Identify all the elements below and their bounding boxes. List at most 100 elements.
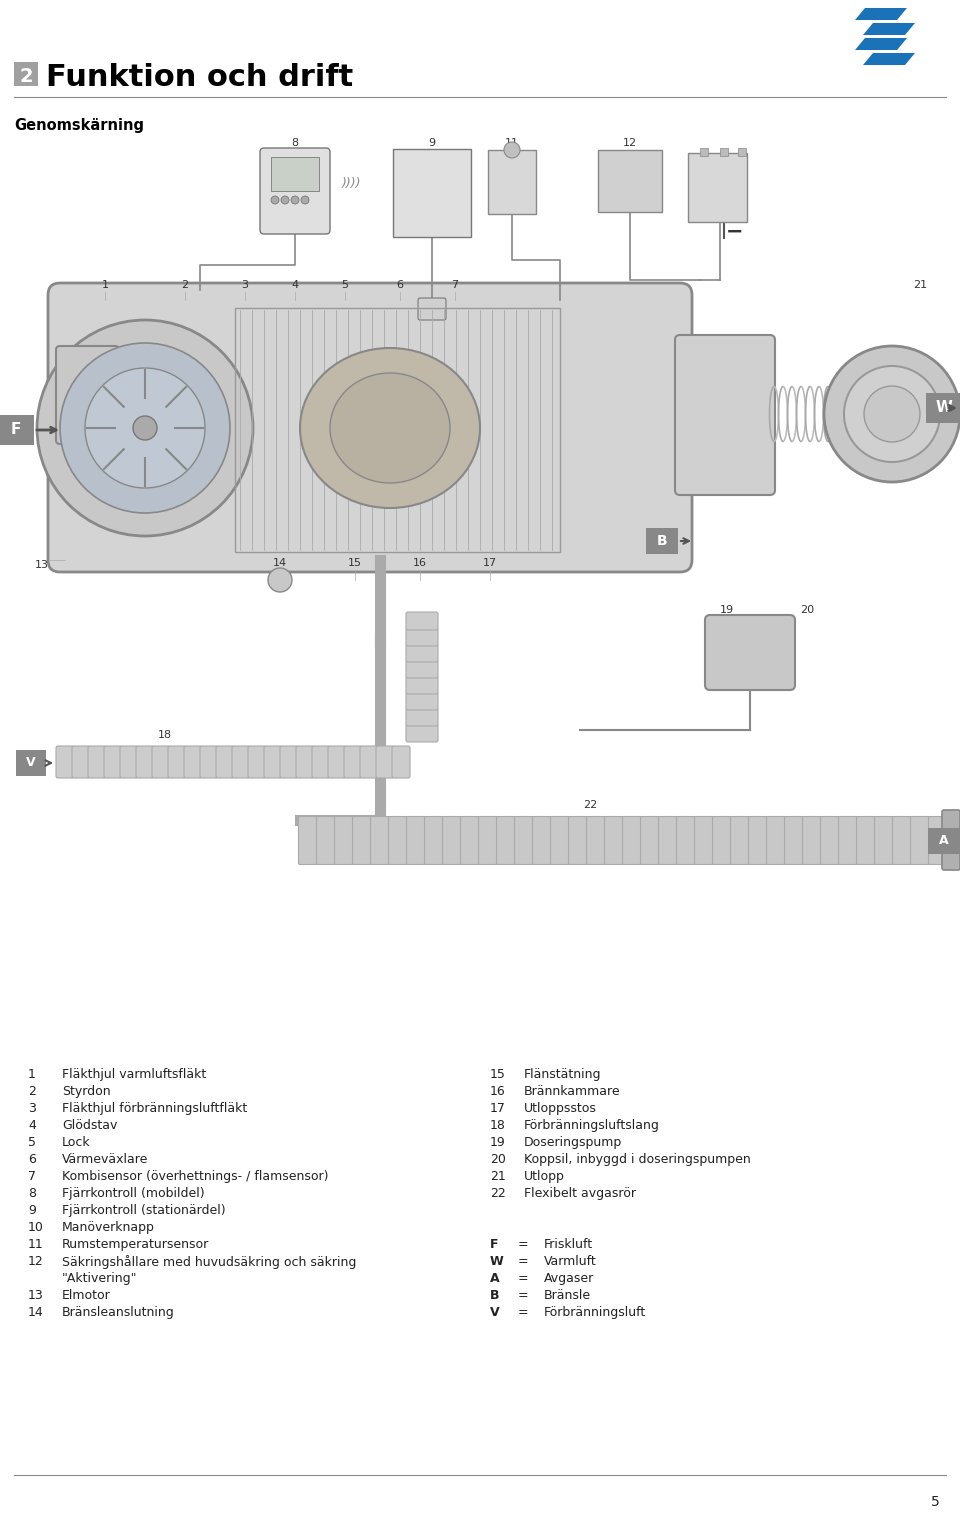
Text: Bränsle: Bränsle xyxy=(544,1288,591,1302)
FancyBboxPatch shape xyxy=(260,148,330,235)
FancyBboxPatch shape xyxy=(406,816,425,864)
Text: 11: 11 xyxy=(505,138,519,148)
FancyBboxPatch shape xyxy=(694,816,713,864)
Text: Elmotor: Elmotor xyxy=(62,1288,110,1302)
FancyBboxPatch shape xyxy=(406,724,438,742)
Polygon shape xyxy=(855,8,907,20)
Text: 15: 15 xyxy=(348,559,362,568)
FancyBboxPatch shape xyxy=(389,816,407,864)
Text: W: W xyxy=(490,1255,504,1269)
Text: Förbränningsluftslang: Förbränningsluftslang xyxy=(524,1119,660,1132)
Text: 13: 13 xyxy=(35,560,49,569)
Text: Förbränningsluft: Förbränningsluft xyxy=(544,1307,646,1319)
FancyBboxPatch shape xyxy=(605,816,623,864)
Text: Manöverknapp: Manöverknapp xyxy=(62,1220,155,1234)
Text: Fjärrkontroll (mobildel): Fjärrkontroll (mobildel) xyxy=(62,1187,204,1201)
FancyBboxPatch shape xyxy=(352,816,372,864)
FancyBboxPatch shape xyxy=(700,148,708,156)
FancyBboxPatch shape xyxy=(598,150,662,212)
Text: A: A xyxy=(939,834,948,848)
Text: 9: 9 xyxy=(428,138,436,148)
Text: 12: 12 xyxy=(28,1255,44,1269)
FancyBboxPatch shape xyxy=(496,816,516,864)
FancyBboxPatch shape xyxy=(640,816,660,864)
FancyBboxPatch shape xyxy=(360,746,378,778)
FancyBboxPatch shape xyxy=(56,347,119,444)
FancyBboxPatch shape xyxy=(120,746,138,778)
FancyBboxPatch shape xyxy=(515,816,534,864)
Text: A: A xyxy=(490,1272,499,1285)
FancyBboxPatch shape xyxy=(344,746,362,778)
FancyBboxPatch shape xyxy=(875,816,894,864)
FancyBboxPatch shape xyxy=(622,816,641,864)
FancyBboxPatch shape xyxy=(838,816,857,864)
FancyBboxPatch shape xyxy=(14,62,38,86)
Text: Utlopp: Utlopp xyxy=(524,1170,564,1182)
Text: Funktion och drift: Funktion och drift xyxy=(46,64,353,92)
FancyBboxPatch shape xyxy=(926,394,960,422)
Text: +: + xyxy=(726,201,741,220)
Text: Utloppsstos: Utloppsstos xyxy=(524,1102,597,1114)
Text: 22: 22 xyxy=(583,799,597,810)
Text: Doseringspump: Doseringspump xyxy=(524,1136,622,1149)
FancyBboxPatch shape xyxy=(443,816,462,864)
Circle shape xyxy=(60,344,230,513)
FancyBboxPatch shape xyxy=(406,709,438,727)
FancyBboxPatch shape xyxy=(893,816,911,864)
FancyBboxPatch shape xyxy=(406,660,438,678)
FancyBboxPatch shape xyxy=(393,148,471,238)
Text: Brännkammare: Brännkammare xyxy=(524,1086,620,1098)
Text: −: − xyxy=(726,223,743,242)
FancyBboxPatch shape xyxy=(720,148,728,156)
Text: =: = xyxy=(518,1238,529,1251)
Circle shape xyxy=(281,195,289,204)
Text: 13: 13 xyxy=(28,1288,44,1302)
Text: Styrdon: Styrdon xyxy=(62,1086,110,1098)
Text: B: B xyxy=(657,534,667,548)
Text: )))): )))) xyxy=(342,177,362,189)
Text: 5: 5 xyxy=(28,1136,36,1149)
Circle shape xyxy=(271,195,279,204)
FancyBboxPatch shape xyxy=(856,816,876,864)
Text: 19: 19 xyxy=(720,606,734,615)
FancyBboxPatch shape xyxy=(0,130,960,1051)
FancyBboxPatch shape xyxy=(371,816,390,864)
FancyBboxPatch shape xyxy=(48,283,692,572)
Text: 6: 6 xyxy=(28,1154,36,1166)
Circle shape xyxy=(844,366,940,462)
Text: Kombisensor (överhettnings- / flamsensor): Kombisensor (överhettnings- / flamsensor… xyxy=(62,1170,328,1182)
Text: B: B xyxy=(490,1288,499,1302)
FancyBboxPatch shape xyxy=(910,816,929,864)
Ellipse shape xyxy=(300,348,480,509)
FancyBboxPatch shape xyxy=(334,816,353,864)
FancyBboxPatch shape xyxy=(688,153,747,223)
Text: 4: 4 xyxy=(292,280,299,291)
FancyBboxPatch shape xyxy=(928,828,960,854)
FancyBboxPatch shape xyxy=(418,298,446,319)
FancyBboxPatch shape xyxy=(803,816,822,864)
Circle shape xyxy=(301,195,309,204)
FancyBboxPatch shape xyxy=(264,746,282,778)
FancyBboxPatch shape xyxy=(56,746,74,778)
Text: 1: 1 xyxy=(102,280,108,291)
Text: Flexibelt avgasrör: Flexibelt avgasrör xyxy=(524,1187,636,1201)
FancyBboxPatch shape xyxy=(104,746,122,778)
FancyBboxPatch shape xyxy=(568,816,588,864)
FancyBboxPatch shape xyxy=(587,816,606,864)
FancyBboxPatch shape xyxy=(731,816,750,864)
Text: Varmluft: Varmluft xyxy=(544,1255,597,1269)
FancyBboxPatch shape xyxy=(168,746,186,778)
FancyBboxPatch shape xyxy=(392,746,410,778)
Text: 18: 18 xyxy=(490,1119,506,1132)
FancyBboxPatch shape xyxy=(232,746,250,778)
Text: 22: 22 xyxy=(490,1187,506,1201)
FancyBboxPatch shape xyxy=(299,816,318,864)
Text: 18: 18 xyxy=(158,730,172,740)
Text: Glödstav: Glödstav xyxy=(62,1119,117,1132)
Text: 5: 5 xyxy=(342,280,348,291)
Text: Fläkthjul förbränningsluftfläkt: Fläkthjul förbränningsluftfläkt xyxy=(62,1102,248,1114)
FancyBboxPatch shape xyxy=(136,746,154,778)
FancyBboxPatch shape xyxy=(533,816,551,864)
Text: 20: 20 xyxy=(800,606,814,615)
FancyBboxPatch shape xyxy=(406,692,438,710)
